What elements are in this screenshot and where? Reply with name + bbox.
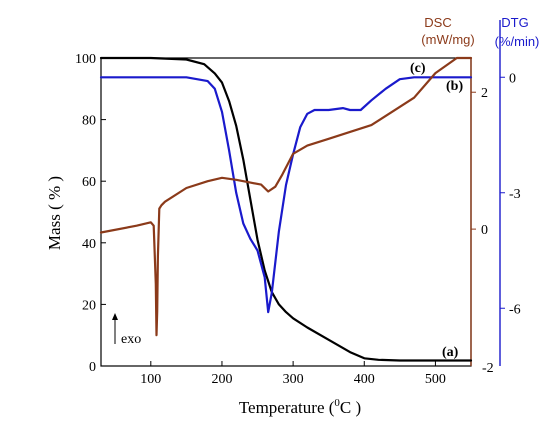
dtg-tick-label: -6	[509, 302, 521, 317]
exo-arrow-head	[112, 313, 118, 320]
mass-tick-label: 20	[82, 298, 96, 313]
series-label-c: (c)	[410, 61, 426, 76]
mass-tick-label: 60	[82, 175, 96, 190]
x-tick-label: 200	[211, 372, 232, 387]
mass-axis-ticks: 0 20 40 60 80 100	[75, 52, 106, 375]
x-tick-label: 400	[354, 372, 375, 387]
dsc-tick-label: 0	[481, 223, 488, 238]
dtg-tick-label: 0	[509, 71, 516, 86]
mass-tick-label: 100	[75, 52, 96, 67]
dtg-axis-ticks: 0 -3 -6	[500, 71, 521, 317]
series-line-c	[99, 56, 473, 337]
x-tick-label: 100	[140, 372, 161, 387]
series-label-b: (b)	[446, 79, 463, 94]
x-tick-label: 300	[283, 372, 304, 387]
dsc-tick-label: 2	[481, 86, 488, 101]
x-tick-label: 500	[425, 372, 446, 387]
y-axis-title: Mass ( % )	[45, 176, 64, 250]
dsc-axis-ticks: 02	[471, 86, 488, 238]
dsc-axis-title-line1: DSC	[424, 15, 451, 30]
dtg-tick-label: -3	[509, 187, 521, 202]
series-line-a	[99, 56, 473, 362]
mass-tick-label: 0	[89, 360, 96, 375]
series-group	[99, 56, 473, 362]
dsc-axis-bottom-label: -2	[482, 361, 494, 376]
mass-tick-label: 80	[82, 114, 96, 129]
dsc-axis-title-line2: (mW/mg)	[421, 32, 474, 47]
dtg-axis-title-line1: DTG	[501, 15, 528, 30]
x-axis-title: Temperature (0C )	[239, 397, 361, 417]
exo-label: exo	[121, 332, 141, 347]
series-label-a: (a)	[442, 345, 459, 360]
mass-tick-label: 40	[82, 237, 96, 252]
x-axis-ticks: 100 200 300 400 500	[140, 361, 446, 387]
series-line-b	[99, 76, 473, 314]
dtg-axis-title-line2: (%/min)	[495, 34, 540, 49]
